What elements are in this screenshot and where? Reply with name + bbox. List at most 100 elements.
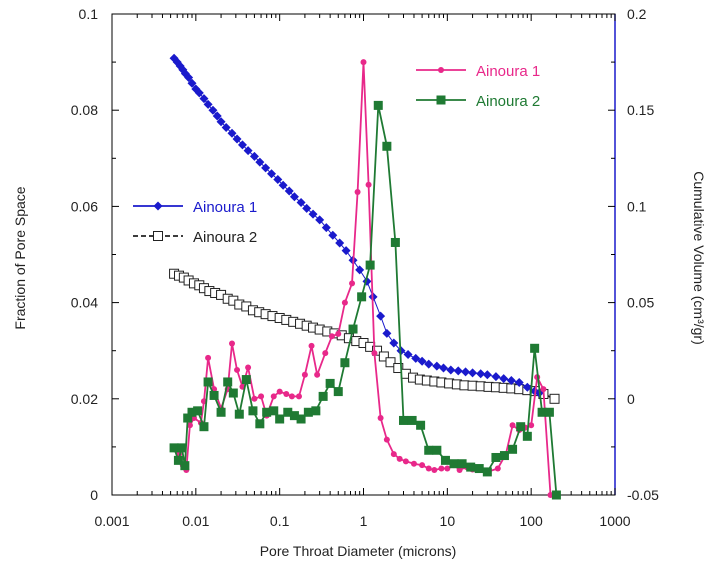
data-point bbox=[237, 140, 247, 150]
data-point bbox=[243, 146, 253, 156]
data-point bbox=[258, 393, 265, 400]
y-axis-left: 0 0.02 0.04 0.06 0.08 0.1 bbox=[71, 6, 119, 503]
data-point bbox=[509, 422, 516, 429]
y-left-tick-label: 0.04 bbox=[71, 295, 98, 311]
x-tick-label: 0.01 bbox=[182, 513, 209, 529]
data-point bbox=[228, 388, 238, 398]
data-point bbox=[385, 357, 396, 368]
data-point bbox=[449, 459, 459, 469]
data-point bbox=[551, 490, 561, 500]
data-point bbox=[153, 231, 163, 241]
data-point bbox=[390, 451, 397, 458]
x-tick-label: 100 bbox=[519, 513, 543, 529]
data-point bbox=[205, 354, 212, 361]
data-point bbox=[340, 358, 350, 368]
data-point bbox=[514, 377, 524, 387]
data-point bbox=[295, 393, 302, 400]
data-point bbox=[349, 280, 356, 287]
data-point bbox=[371, 350, 378, 357]
data-point bbox=[540, 386, 547, 393]
data-point bbox=[216, 407, 226, 417]
y-right-tick-label: 0 bbox=[627, 391, 635, 407]
data-point bbox=[436, 95, 446, 105]
data-point bbox=[382, 328, 392, 338]
legend-label: Ainoura 1 bbox=[476, 63, 540, 80]
y-left-tick-label: 0.1 bbox=[79, 6, 99, 22]
data-point bbox=[328, 230, 338, 240]
y-right-tick-label: 0.1 bbox=[627, 198, 647, 214]
data-point bbox=[482, 467, 492, 477]
data-point bbox=[453, 366, 463, 376]
data-point bbox=[321, 223, 331, 233]
data-point bbox=[216, 117, 226, 127]
data-point bbox=[232, 134, 242, 144]
data-point bbox=[499, 374, 509, 384]
data-point bbox=[212, 111, 222, 121]
data-point bbox=[348, 324, 358, 334]
legend-entry: Ainoura 1 bbox=[416, 63, 540, 80]
data-point bbox=[365, 260, 375, 270]
data-point bbox=[199, 94, 209, 104]
data-point bbox=[187, 78, 197, 88]
data-point bbox=[389, 338, 399, 348]
y-right-tick-label: 0.2 bbox=[627, 6, 647, 22]
data-point bbox=[476, 369, 486, 379]
data-point bbox=[373, 100, 383, 110]
x-tick-label: 0.001 bbox=[94, 513, 129, 529]
data-point bbox=[431, 466, 438, 473]
data-point bbox=[354, 188, 361, 195]
data-point bbox=[221, 123, 231, 133]
x-tick-label: 0.1 bbox=[270, 513, 290, 529]
data-point bbox=[255, 419, 265, 429]
data-point bbox=[251, 395, 258, 402]
data-point bbox=[355, 265, 365, 275]
data-point bbox=[407, 415, 417, 425]
data-point bbox=[411, 353, 421, 363]
y-axis-right-label: Cumulative Volume (cm³/gr) bbox=[691, 171, 707, 345]
data-point bbox=[234, 366, 241, 373]
data-point bbox=[296, 414, 306, 424]
data-point bbox=[537, 407, 547, 417]
data-point bbox=[228, 340, 235, 347]
y-right-tick-label: 0.05 bbox=[627, 295, 654, 311]
data-point bbox=[187, 407, 197, 417]
data-point bbox=[398, 415, 408, 425]
data-point bbox=[528, 422, 535, 429]
x-tick-label: 1000 bbox=[599, 513, 630, 529]
data-point bbox=[249, 151, 259, 161]
data-point bbox=[180, 461, 190, 471]
data-point bbox=[440, 455, 450, 465]
data-point bbox=[333, 387, 343, 397]
legend-entry: Ainoura 1 bbox=[133, 199, 257, 216]
data-point bbox=[357, 292, 367, 302]
data-point bbox=[522, 431, 532, 441]
data-point bbox=[315, 215, 325, 225]
data-point bbox=[383, 436, 390, 443]
data-point bbox=[193, 406, 203, 416]
data-point bbox=[296, 198, 306, 208]
data-point bbox=[169, 443, 179, 453]
data-point bbox=[278, 180, 288, 190]
data-point bbox=[301, 371, 308, 378]
data-point bbox=[177, 443, 187, 453]
data-point bbox=[390, 237, 400, 247]
data-point bbox=[311, 406, 321, 416]
data-point bbox=[223, 377, 233, 387]
data-point bbox=[482, 370, 492, 380]
series-1 bbox=[169, 100, 561, 500]
data-point bbox=[335, 330, 342, 337]
data-point bbox=[424, 359, 434, 369]
data-point bbox=[376, 311, 386, 321]
data-point bbox=[186, 422, 193, 429]
y-right-tick-label: -0.05 bbox=[627, 487, 659, 503]
data-point bbox=[410, 460, 417, 467]
data-point bbox=[402, 458, 409, 465]
data-point bbox=[466, 462, 476, 472]
data-point bbox=[446, 365, 456, 375]
data-point bbox=[499, 451, 509, 461]
data-point bbox=[508, 444, 518, 454]
data-point bbox=[275, 414, 285, 424]
data-point bbox=[544, 407, 554, 417]
data-point bbox=[241, 375, 251, 385]
